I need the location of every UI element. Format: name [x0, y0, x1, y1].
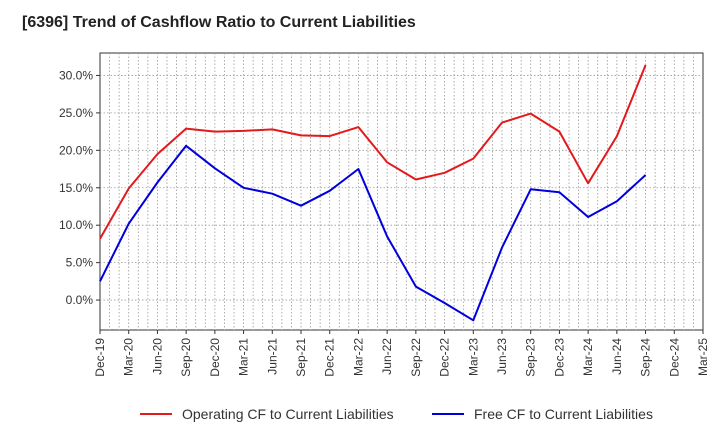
x-axis-ticks: Dec-19 Mar-20 Jun-20 Sep-20 Dec-20 Mar-21 Jun-… [93, 330, 710, 377]
y-axis-ticks: 0.0% 5.0% 10.0% 15.0% 20.0% 25.0% 30.0% [59, 68, 100, 307]
y-tick-label: 5.0% [66, 256, 94, 270]
x-tick-label: Dec-21 [323, 338, 337, 377]
y-tick-label: 25.0% [59, 106, 93, 120]
x-tick-label: Sep-23 [524, 338, 538, 377]
x-tick-label: Jun-22 [380, 338, 394, 375]
x-tick-label: Sep-22 [409, 338, 423, 377]
series-line-1 [99, 64, 647, 240]
y-tick-label: 30.0% [59, 68, 93, 82]
x-tick-label: Dec-23 [552, 338, 566, 377]
x-tick-label: Mar-24 [581, 338, 595, 376]
legend-label-1: Operating CF to Current Liabilities [182, 406, 394, 422]
y-tick-label: 10.0% [59, 218, 93, 232]
x-tick-label: Jun-24 [610, 338, 624, 375]
legend: Operating CF to Current Liabilities Free … [140, 406, 653, 422]
x-tick-label: Dec-22 [438, 338, 452, 377]
x-tick-label: Dec-20 [208, 338, 222, 377]
x-tick-label: Sep-21 [294, 338, 308, 377]
legend-label-2: Free CF to Current Liabilities [474, 406, 653, 422]
x-tick-label: Sep-24 [639, 338, 653, 377]
x-tick-label: Mar-25 [696, 338, 710, 376]
series-lines [99, 64, 647, 322]
x-tick-label: Jun-23 [495, 338, 509, 375]
x-tick-label: Sep-20 [179, 338, 193, 377]
y-tick-label: 20.0% [59, 143, 93, 157]
x-tick-label: Jun-21 [265, 338, 279, 375]
x-tick-label: Mar-23 [466, 338, 480, 376]
x-tick-label: Dec-24 [667, 338, 681, 377]
chart-title: [6396] Trend of Cashflow Ratio to Curren… [22, 14, 416, 31]
x-tick-label: Mar-22 [351, 338, 365, 376]
x-tick-label: Mar-21 [237, 338, 251, 376]
series-line-2 [99, 144, 647, 322]
plot-area-frame [99, 52, 704, 331]
y-tick-label: 15.0% [59, 181, 93, 195]
y-tick-label: 0.0% [66, 293, 94, 307]
x-tick-label: Dec-19 [93, 338, 107, 377]
x-tick-label: Mar-20 [122, 338, 136, 376]
x-tick-label: Jun-20 [150, 338, 164, 375]
